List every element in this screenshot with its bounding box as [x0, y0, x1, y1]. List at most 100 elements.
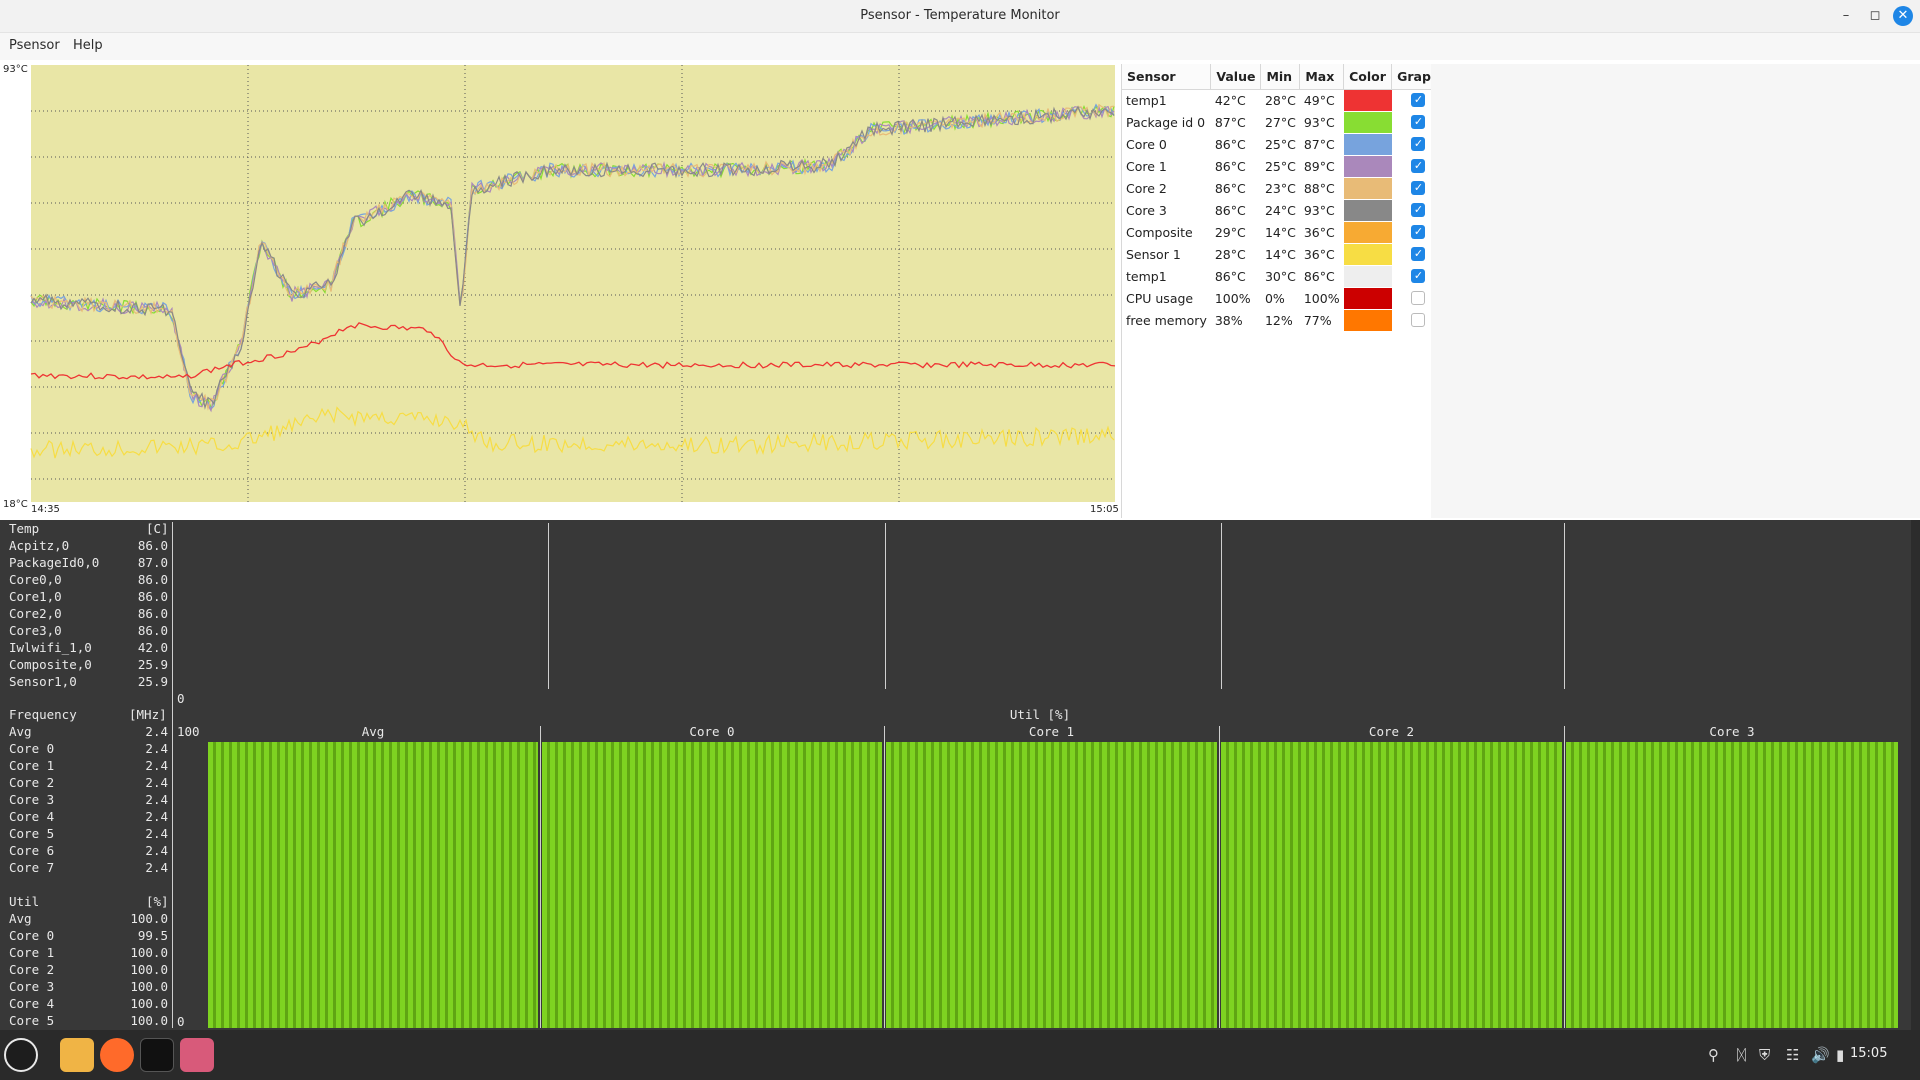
- graph-checkbox[interactable]: ✓: [1411, 269, 1426, 283]
- graph-checkbox[interactable]: ✓: [1411, 247, 1426, 261]
- table-row[interactable]: Core 1 86°C 25°C 89°C ✓: [1122, 155, 1445, 177]
- cell-sensor: Core 2: [1126, 180, 1167, 196]
- graph-checkbox[interactable]: ✓: [1411, 181, 1426, 195]
- cell-color[interactable]: [1343, 265, 1392, 287]
- battery-icon[interactable]: ▮: [1836, 1046, 1845, 1064]
- clock[interactable]: 15:05: [1850, 1046, 1888, 1061]
- terminal-icon[interactable]: [140, 1038, 174, 1072]
- close-button[interactable]: ✕: [1893, 6, 1913, 26]
- cell-color[interactable]: [1343, 287, 1392, 309]
- menu-icon[interactable]: [4, 1038, 38, 1072]
- files-icon[interactable]: [60, 1038, 94, 1072]
- shield-icon[interactable]: ⛨: [1759, 1046, 1771, 1064]
- color-swatch[interactable]: [1343, 111, 1392, 133]
- wifi-icon[interactable]: ☷: [1786, 1046, 1800, 1064]
- psensor-icon[interactable]: [180, 1038, 214, 1072]
- cell-value: 38%: [1214, 312, 1243, 328]
- color-swatch[interactable]: [1343, 199, 1392, 221]
- color-swatch[interactable]: [1343, 155, 1392, 177]
- terminal-scrollbar[interactable]: [1911, 520, 1920, 1030]
- cell-color[interactable]: [1343, 133, 1392, 155]
- cell-value: 86°C: [1214, 268, 1246, 284]
- cell-color[interactable]: [1343, 221, 1392, 243]
- minimize-button[interactable]: –: [1842, 8, 1850, 23]
- header-sensor[interactable]: Sensor: [1122, 64, 1212, 90]
- menu-psensor[interactable]: Psensor: [9, 38, 60, 53]
- table-row[interactable]: Core 2 86°C 23°C 88°C ✓: [1122, 177, 1445, 199]
- cell-sensor: free memory: [1126, 312, 1207, 328]
- table-row[interactable]: free memory 38% 12% 77%: [1122, 309, 1445, 331]
- cell-graph[interactable]: ✓: [1392, 89, 1446, 111]
- color-swatch[interactable]: [1343, 243, 1392, 265]
- table-row[interactable]: Package id 0 87°C 27°C 93°C ✓: [1122, 111, 1445, 133]
- cell-color[interactable]: [1343, 309, 1392, 331]
- util-row-value: 100.0: [130, 996, 168, 1011]
- color-swatch[interactable]: [1343, 177, 1392, 199]
- maximize-button[interactable]: ◻: [1869, 8, 1881, 23]
- color-swatch[interactable]: [1343, 265, 1392, 287]
- cell-graph[interactable]: ✓: [1392, 243, 1446, 265]
- color-swatch[interactable]: [1343, 309, 1392, 331]
- table-row[interactable]: CPU usage 100% 0% 100%: [1122, 287, 1445, 309]
- graph-checkbox[interactable]: ✓: [1411, 93, 1426, 108]
- cell-color[interactable]: [1343, 155, 1392, 177]
- temp-row-value: 86.0: [137, 623, 168, 638]
- cell-graph[interactable]: ✓: [1392, 199, 1446, 221]
- graph-checkbox[interactable]: [1411, 313, 1426, 327]
- cell-graph[interactable]: ✓: [1392, 265, 1446, 287]
- cell-color[interactable]: [1343, 89, 1392, 111]
- cell-color[interactable]: [1343, 111, 1392, 133]
- cell-max: 93°C: [1303, 202, 1335, 218]
- cell-min: 24°C: [1264, 202, 1296, 218]
- cell-graph[interactable]: [1392, 287, 1446, 309]
- cell-sensor: temp1: [1126, 268, 1167, 284]
- cell-max: 49°C: [1303, 92, 1335, 108]
- cell-graph[interactable]: ✓: [1392, 177, 1446, 199]
- usb-icon[interactable]: ⚲: [1708, 1046, 1719, 1064]
- header-min[interactable]: Min: [1260, 64, 1301, 90]
- util-row-name: Core 3: [9, 979, 55, 994]
- table-row[interactable]: temp1 42°C 28°C 49°C ✓: [1122, 89, 1445, 111]
- header-color[interactable]: Color: [1343, 64, 1393, 90]
- cell-graph[interactable]: ✓: [1392, 155, 1446, 177]
- table-row[interactable]: Core 3 86°C 24°C 93°C ✓: [1122, 199, 1445, 221]
- header-max[interactable]: Max: [1299, 64, 1345, 90]
- util-row-value: 100.0: [130, 979, 168, 994]
- volume-icon[interactable]: 🔊: [1811, 1046, 1830, 1064]
- color-swatch[interactable]: [1343, 133, 1392, 155]
- cell-color[interactable]: [1343, 243, 1392, 265]
- menu-help[interactable]: Help: [73, 38, 103, 53]
- cell-color[interactable]: [1343, 199, 1392, 221]
- cell-graph[interactable]: ✓: [1392, 221, 1446, 243]
- table-row[interactable]: Core 0 86°C 25°C 87°C ✓: [1122, 133, 1445, 155]
- graph-checkbox[interactable]: ✓: [1411, 115, 1426, 129]
- table-row[interactable]: temp1 86°C 30°C 86°C ✓: [1122, 265, 1445, 287]
- color-swatch[interactable]: [1343, 221, 1392, 243]
- color-swatch[interactable]: [1343, 287, 1392, 309]
- table-row[interactable]: Composite 29°C 14°C 36°C ✓: [1122, 221, 1445, 243]
- cell-graph[interactable]: [1392, 309, 1446, 331]
- cell-graph[interactable]: ✓: [1392, 111, 1446, 133]
- header-value[interactable]: Value: [1210, 64, 1262, 90]
- graph-checkbox[interactable]: [1411, 291, 1426, 305]
- graph-checkbox[interactable]: ✓: [1411, 225, 1426, 239]
- util-row-value: 100.0: [130, 1013, 168, 1028]
- graph-canvas: [30, 65, 1116, 502]
- cell-max: 87°C: [1303, 136, 1335, 152]
- table-row[interactable]: Sensor 1 28°C 14°C 36°C ✓: [1122, 243, 1445, 265]
- graph-checkbox[interactable]: ✓: [1411, 203, 1426, 217]
- cell-color[interactable]: [1343, 177, 1392, 199]
- freq-row-name: Avg: [9, 724, 32, 739]
- bluetooth-icon[interactable]: ᛞ: [1737, 1046, 1747, 1064]
- color-swatch[interactable]: [1343, 89, 1392, 111]
- graph-checkbox[interactable]: ✓: [1411, 137, 1426, 151]
- temp-chart-divider: [1564, 523, 1565, 689]
- y-max-label: 93°C: [3, 64, 28, 75]
- cell-min: 0%: [1264, 290, 1285, 306]
- cell-graph[interactable]: ✓: [1392, 133, 1446, 155]
- temp-row-name: Core0,0: [9, 572, 62, 587]
- firefox-icon[interactable]: [100, 1038, 134, 1072]
- graph-checkbox[interactable]: ✓: [1411, 159, 1426, 173]
- util-row-name: Avg: [9, 911, 32, 926]
- terminal-view[interactable]: Temp [C] Acpitz,0 86.0 PackageId0,0 87.0 Cor…: [0, 520, 1920, 1030]
